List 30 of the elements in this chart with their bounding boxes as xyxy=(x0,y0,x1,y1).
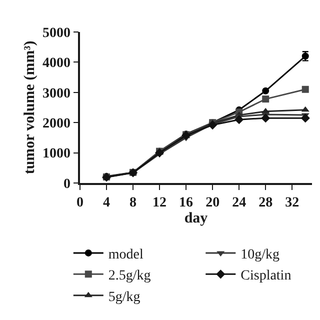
legend-label: 10g/kg xyxy=(240,247,280,262)
x-tick-label: 16 xyxy=(179,196,194,211)
point xyxy=(302,86,309,93)
x-tick-label: 4 xyxy=(103,196,110,211)
y-axis-title: tumor volume (mm³) xyxy=(22,40,38,174)
x-tick-label: 12 xyxy=(152,196,167,211)
point xyxy=(301,106,310,112)
legend-label: model xyxy=(108,247,144,262)
y-tick-label: 5000 xyxy=(42,26,70,41)
x-tick-label: 24 xyxy=(232,196,246,211)
x-tick-label: 20 xyxy=(206,196,220,211)
x-axis-title: day xyxy=(184,210,208,227)
point xyxy=(261,114,270,123)
point xyxy=(262,96,270,103)
x-tick-label: 0 xyxy=(76,196,84,211)
x-tick-label: 32 xyxy=(285,196,300,211)
y-tick-label: 0 xyxy=(63,176,70,192)
legend-label: 5g/kg xyxy=(108,290,140,305)
y-tick-label: 3000 xyxy=(42,86,70,102)
x-tick-label: 28 xyxy=(258,196,273,211)
legend-label: Cisplatin xyxy=(240,268,292,284)
y-tick-label: 1000 xyxy=(42,146,70,162)
legend-label: 2.5g/kg xyxy=(108,268,151,284)
y-tick-label: 2000 xyxy=(42,116,70,132)
point xyxy=(234,115,244,124)
point xyxy=(262,87,270,94)
x-tick-label: 8 xyxy=(130,196,137,211)
point xyxy=(300,114,310,123)
point xyxy=(154,148,164,158)
y-tick-label: 4000 xyxy=(42,56,70,72)
